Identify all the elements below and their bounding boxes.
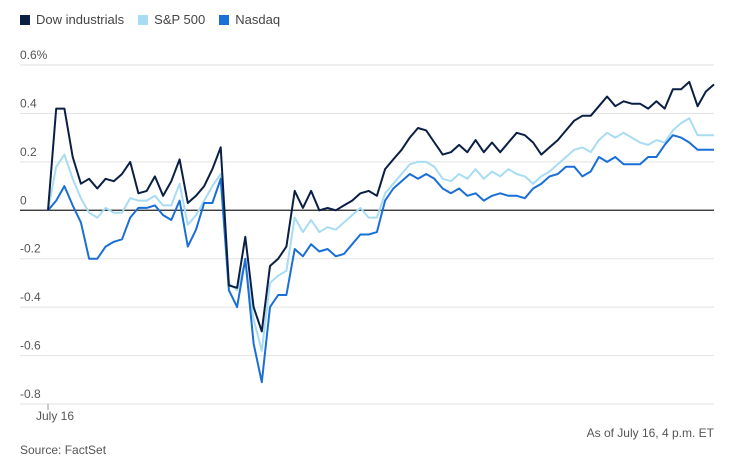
- y-tick-label: -0.2: [20, 242, 41, 256]
- y-tick-label: 0: [20, 193, 27, 207]
- y-tick-label: -0.6: [20, 339, 41, 353]
- legend-label-sp500: S&P 500: [154, 12, 206, 27]
- y-tick-label: -0.8: [20, 387, 41, 401]
- y-tick-label: 0.6%: [20, 48, 48, 62]
- series-line-nasdaq: [47, 134, 714, 384]
- x-tick-label: July 16: [36, 409, 74, 423]
- y-tick-label: -0.4: [20, 290, 41, 304]
- legend-swatch-dow: [20, 14, 30, 25]
- legend-label-dow: Dow industrials: [36, 12, 125, 27]
- legend-swatch-nasdaq: [219, 14, 230, 25]
- chart-legend: Dow industrials S&P 500 Nasdaq: [20, 12, 280, 27]
- legend-label-nasdaq: Nasdaq: [235, 12, 281, 27]
- legend-item-dow: Dow industrials: [20, 12, 124, 27]
- source-note: Source: FactSet: [20, 443, 107, 457]
- series-line-sp500: [47, 117, 714, 352]
- y-gridlines: [20, 64, 714, 405]
- y-tick-label: 0.2: [20, 145, 37, 159]
- series-line-dow: [47, 80, 715, 333]
- y-tick-labels: 0.6% 0.4 0.2 0 -0.2 -0.4 -0.6 -0.8: [20, 48, 48, 401]
- legend-item-nasdaq: Nasdaq: [219, 12, 280, 27]
- y-tick-label: 0.4: [20, 96, 37, 110]
- legend-item-sp500: S&P 500: [138, 12, 205, 27]
- series-lines: [47, 80, 715, 384]
- timestamp-note: As of July 16, 4 p.m. ET: [586, 426, 714, 440]
- legend-swatch-sp500: [138, 14, 149, 25]
